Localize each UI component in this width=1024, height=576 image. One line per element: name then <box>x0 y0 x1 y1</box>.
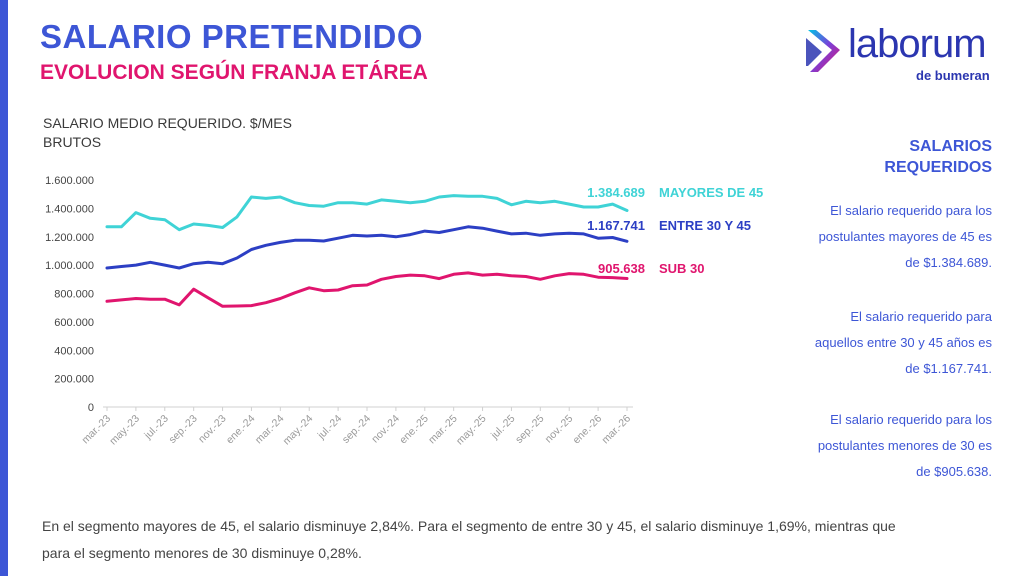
y-tick-label: 800.000 <box>54 289 94 301</box>
y-tick-label: 0 <box>88 402 94 414</box>
side-line: aquellos entre 30 y 45 años es <box>814 335 992 350</box>
series-label: SUB 30 <box>659 261 705 276</box>
y-tick-label: 200.000 <box>54 374 94 386</box>
side-paragraph-mayores: El salario requerido para los postulante… <box>790 198 992 276</box>
x-tick-label: sep.-25 <box>513 413 546 446</box>
logo-wordmark: laborum <box>848 22 987 66</box>
side-line: de $1.167.741. <box>905 361 992 376</box>
y-tick-label: 1.600.000 <box>45 175 94 187</box>
x-tick-label: mar.-25 <box>426 413 460 447</box>
series-label: ENTRE 30 Y 45 <box>659 218 751 233</box>
side-line: postulantes menores de 30 es <box>817 438 992 453</box>
series-line-0 <box>105 194 629 232</box>
x-tick-label: may.-25 <box>454 413 489 448</box>
page-subtitle: EVOLUCION SEGÚN FRANJA ETÁREA <box>40 61 428 84</box>
data-label-end: 1.167.741 <box>587 218 645 233</box>
left-accent-bar <box>0 0 8 576</box>
side-heading: SALARIOS REQUERIDOS <box>800 136 992 178</box>
chart-title: SALARIO MEDIO REQUERIDO. $/MES BRUTOS <box>43 115 292 150</box>
series-line-1 <box>105 225 629 270</box>
footer-summary: En el segmento mayores de 45, el salario… <box>42 513 1002 567</box>
laborum-logo: laborum de bumeran <box>804 22 1004 84</box>
x-tick-label: nov.-24 <box>369 413 402 446</box>
y-tick-label: 1.200.000 <box>45 232 94 244</box>
side-line: El salario requerido para los <box>830 203 992 218</box>
boomerang-logo-icon <box>806 30 840 72</box>
x-tick-label: sep.-24 <box>340 413 373 446</box>
side-heading-line: REQUERIDOS <box>884 159 992 176</box>
y-tick-label: 600.000 <box>54 317 94 329</box>
series-line-2 <box>105 271 629 308</box>
y-tick-label: 1.400.000 <box>45 203 94 215</box>
x-tick-label: nov.-23 <box>196 413 229 446</box>
x-tick-label: ene.-24 <box>224 413 258 447</box>
x-tick-label: sep.-23 <box>167 413 200 446</box>
x-tick-label: ene.-26 <box>571 413 605 447</box>
footer-line: En el segmento mayores de 45, el salario… <box>42 518 896 534</box>
side-line: de $1.384.689. <box>905 255 992 270</box>
x-tick-label: may.-24 <box>281 413 316 448</box>
series-label: MAYORES DE 45 <box>659 185 763 200</box>
x-tick-label: mar.-26 <box>599 413 633 447</box>
side-paragraph-entre: El salario requerido para aquellos entre… <box>790 304 992 382</box>
side-line: El salario requerido para <box>850 309 992 324</box>
y-tick-label: 1.000.000 <box>45 260 94 272</box>
side-paragraph-sub: El salario requerido para los postulante… <box>790 407 992 485</box>
x-tick-label: may.-23 <box>107 413 142 448</box>
x-tick-label: nov.-25 <box>543 413 576 446</box>
x-tick-label: mar.-24 <box>253 413 287 447</box>
y-tick-label: 400.000 <box>54 345 94 357</box>
side-heading-line: SALARIOS <box>909 138 992 155</box>
data-label-end: 905.638 <box>598 261 645 276</box>
side-line: postulantes mayores de 45 es <box>818 229 992 244</box>
page-title: SALARIO PRETENDIDO <box>40 18 424 55</box>
x-tick-label: ene.-25 <box>397 413 431 447</box>
side-line: de $905.638. <box>916 464 992 479</box>
side-line: El salario requerido para los <box>830 412 992 427</box>
footer-line: para el segmento menores de 30 disminuye… <box>42 545 362 561</box>
logo-tagline: de bumeran <box>916 68 990 83</box>
data-label-end: 1.384.689 <box>587 185 645 200</box>
x-tick-label: mar.-23 <box>79 413 113 447</box>
